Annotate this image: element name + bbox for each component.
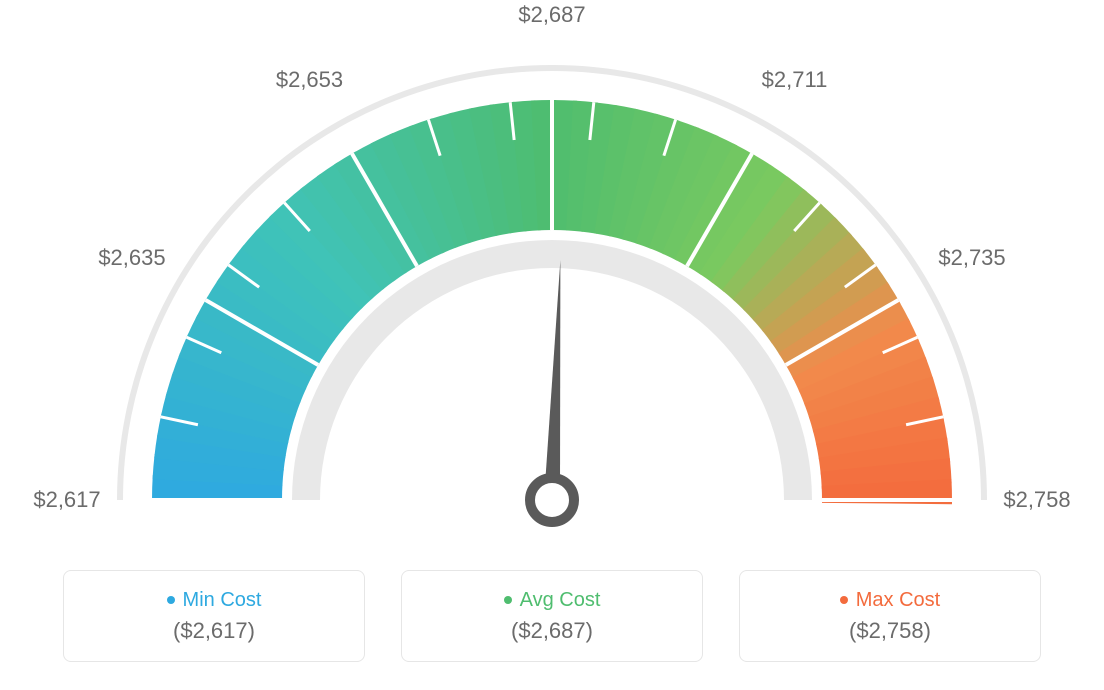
gauge-svg: [0, 0, 1104, 560]
legend-title-avg: Avg Cost: [504, 589, 601, 612]
gauge-tick-label: $2,758: [1003, 487, 1070, 513]
dot-icon: [504, 596, 512, 604]
legend-value-avg: ($2,687): [511, 618, 593, 644]
legend-title-min: Min Cost: [167, 589, 262, 612]
legend-label: Min Cost: [183, 589, 262, 612]
legend-card-min: Min Cost ($2,617): [63, 570, 365, 662]
legend-title-max: Max Cost: [840, 589, 940, 612]
dot-icon: [167, 596, 175, 604]
legend-row: Min Cost ($2,617) Avg Cost ($2,687) Max …: [63, 570, 1041, 662]
legend-value-max: ($2,758): [849, 618, 931, 644]
gauge-tick-label: $2,653: [276, 67, 343, 93]
dot-icon: [840, 596, 848, 604]
legend-label: Max Cost: [856, 589, 940, 612]
legend-card-max: Max Cost ($2,758): [739, 570, 1041, 662]
gauge-tick-label: $2,617: [33, 487, 100, 513]
gauge-tick-label: $2,687: [518, 2, 585, 28]
gauge-tick-label: $2,735: [938, 245, 1005, 271]
gauge-tick-label: $2,711: [762, 67, 828, 93]
legend-label: Avg Cost: [520, 589, 601, 612]
gauge-chart: $2,617 $2,635 $2,653 $2,687 $2,711 $2,735 $2,7…: [0, 0, 1104, 560]
legend-card-avg: Avg Cost ($2,687): [401, 570, 703, 662]
gauge-tick-label: $2,635: [98, 245, 165, 271]
legend-value-min: ($2,617): [173, 618, 255, 644]
